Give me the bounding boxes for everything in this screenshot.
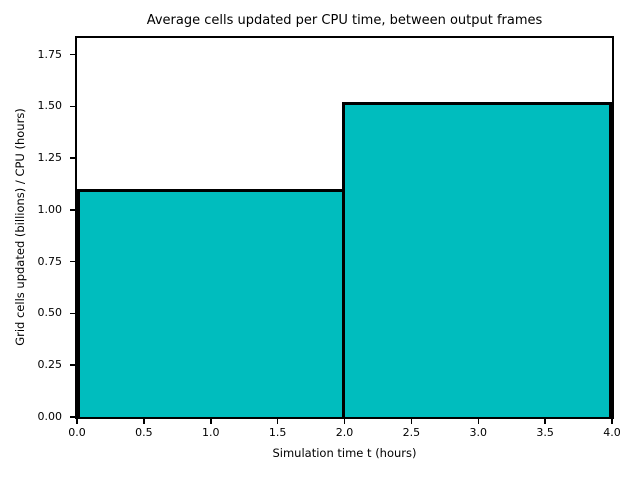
x-axis-label: Simulation time t (hours) bbox=[272, 446, 417, 460]
y-tick-label: 0.50 bbox=[37, 306, 63, 320]
histogram-bar bbox=[77, 189, 345, 417]
x-tick bbox=[611, 419, 613, 424]
plot-area bbox=[75, 36, 614, 419]
histogram-bar bbox=[341, 102, 612, 417]
x-tick-label: 2.5 bbox=[402, 426, 421, 439]
y-tick-label: 0.75 bbox=[37, 254, 63, 268]
x-tick bbox=[276, 419, 279, 424]
y-tick-label: 1.50 bbox=[37, 99, 63, 113]
x-tick bbox=[410, 419, 413, 424]
y-tick-label: 0.25 bbox=[37, 358, 63, 372]
x-tick-label: 0.5 bbox=[135, 426, 153, 439]
x-tick bbox=[343, 419, 346, 424]
x-tick-label: 3.5 bbox=[536, 426, 554, 439]
y-tick-label: 0.00 bbox=[37, 410, 63, 423]
x-tick bbox=[76, 419, 78, 424]
y-axis-label: Grid cells updated (billions) / CPU (hou… bbox=[13, 108, 27, 346]
y-tick-label: 1.25 bbox=[37, 151, 63, 165]
x-tick-label: 0.0 bbox=[68, 426, 86, 439]
x-tick bbox=[477, 419, 479, 424]
x-tick bbox=[143, 419, 145, 424]
y-tick-label: 1.75 bbox=[37, 47, 63, 61]
x-tick-label: 4.0 bbox=[603, 426, 621, 439]
x-tick-label: 2.0 bbox=[335, 426, 354, 439]
x-tick-label: 1.0 bbox=[202, 426, 220, 439]
y-tick-label: 1.00 bbox=[37, 202, 63, 216]
x-tick-label: 3.0 bbox=[469, 426, 488, 439]
chart-title: Average cells updated per CPU time, betw… bbox=[146, 13, 543, 28]
x-tick bbox=[210, 419, 212, 424]
x-tick bbox=[544, 419, 546, 424]
x-tick-label: 1.5 bbox=[268, 426, 287, 439]
